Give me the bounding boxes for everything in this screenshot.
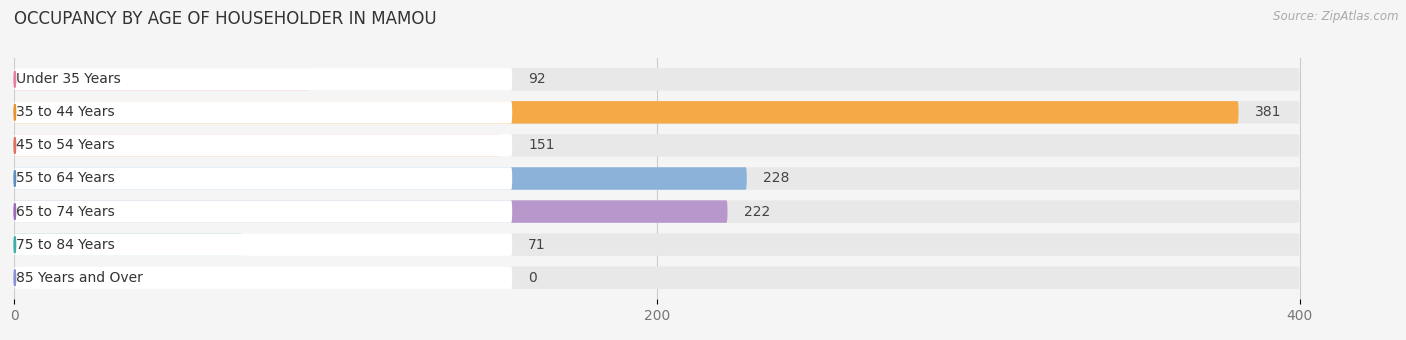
FancyBboxPatch shape (14, 134, 512, 157)
Circle shape (14, 170, 15, 187)
Text: 65 to 74 Years: 65 to 74 Years (15, 205, 114, 219)
Text: 35 to 44 Years: 35 to 44 Years (15, 105, 114, 119)
Circle shape (14, 237, 15, 253)
FancyBboxPatch shape (14, 101, 512, 124)
Text: 92: 92 (529, 72, 546, 86)
Text: 45 to 54 Years: 45 to 54 Years (15, 138, 114, 152)
Text: Source: ZipAtlas.com: Source: ZipAtlas.com (1274, 10, 1399, 23)
FancyBboxPatch shape (14, 200, 727, 223)
FancyBboxPatch shape (14, 233, 242, 256)
Text: 222: 222 (744, 205, 770, 219)
FancyBboxPatch shape (14, 101, 1299, 124)
Text: 381: 381 (1254, 105, 1281, 119)
FancyBboxPatch shape (14, 134, 1299, 157)
Circle shape (14, 203, 15, 220)
FancyBboxPatch shape (14, 68, 309, 90)
Text: 151: 151 (529, 138, 555, 152)
Circle shape (14, 137, 15, 154)
FancyBboxPatch shape (14, 200, 512, 223)
Text: 85 Years and Over: 85 Years and Over (15, 271, 142, 285)
FancyBboxPatch shape (14, 167, 747, 190)
FancyBboxPatch shape (14, 267, 512, 289)
FancyBboxPatch shape (14, 68, 1299, 90)
FancyBboxPatch shape (14, 167, 1299, 190)
Circle shape (14, 270, 15, 286)
FancyBboxPatch shape (14, 68, 512, 90)
FancyBboxPatch shape (14, 233, 1299, 256)
FancyBboxPatch shape (14, 267, 1299, 289)
Text: 71: 71 (529, 238, 546, 252)
Text: 228: 228 (763, 171, 789, 186)
FancyBboxPatch shape (14, 134, 499, 157)
Text: 55 to 64 Years: 55 to 64 Years (15, 171, 114, 186)
FancyBboxPatch shape (14, 233, 512, 256)
Text: OCCUPANCY BY AGE OF HOUSEHOLDER IN MAMOU: OCCUPANCY BY AGE OF HOUSEHOLDER IN MAMOU (14, 10, 437, 28)
Circle shape (14, 104, 15, 120)
Text: 75 to 84 Years: 75 to 84 Years (15, 238, 114, 252)
Text: 0: 0 (529, 271, 537, 285)
FancyBboxPatch shape (14, 101, 1239, 124)
FancyBboxPatch shape (14, 167, 512, 190)
Text: Under 35 Years: Under 35 Years (15, 72, 121, 86)
Circle shape (14, 71, 15, 87)
FancyBboxPatch shape (14, 200, 1299, 223)
